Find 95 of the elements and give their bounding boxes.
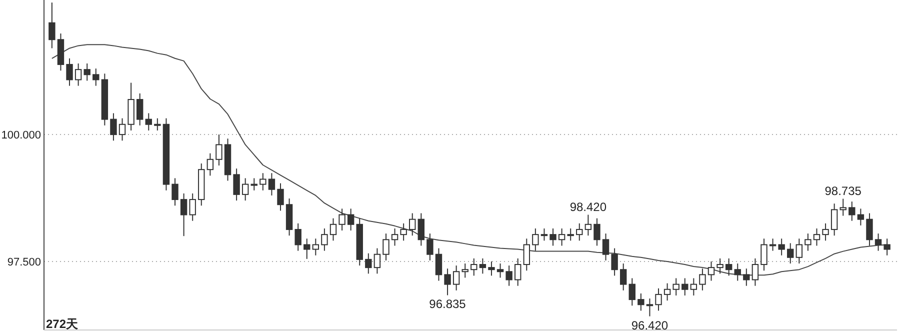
annotation: 96.835 — [429, 297, 466, 312]
candlestick — [672, 278, 680, 296]
candlestick — [92, 68, 100, 86]
candlestick — [74, 62, 82, 86]
candlestick — [638, 292, 644, 312]
candlestick — [206, 152, 214, 176]
candlestick — [250, 178, 258, 191]
candlestick — [760, 238, 768, 272]
candlestick — [48, 2, 56, 49]
annotation: 98.420 — [570, 200, 607, 214]
candlestick — [110, 112, 117, 142]
candlestick — [400, 222, 407, 242]
candlestick — [233, 168, 240, 202]
candlestick — [576, 222, 583, 242]
candlestick — [716, 258, 724, 274]
candlestick — [567, 228, 574, 242]
candlestick — [145, 112, 152, 131]
candlestick — [708, 260, 715, 282]
annotation: 98.735 — [824, 184, 862, 198]
candlestick — [514, 258, 522, 286]
candlestick — [725, 258, 732, 276]
candlestick — [479, 258, 486, 274]
candlestick — [338, 208, 346, 231]
candlestick — [699, 268, 706, 291]
candlestick — [866, 212, 873, 246]
candlestick — [620, 262, 627, 291]
candlestick — [848, 201, 856, 222]
candlestick — [330, 218, 337, 242]
candlestick — [365, 252, 372, 274]
candlestick — [347, 208, 354, 231]
candlestick — [550, 228, 556, 246]
candlestick — [180, 192, 188, 237]
candlestick — [628, 278, 636, 306]
candlestick — [426, 233, 434, 261]
candlestick — [66, 58, 73, 86]
candlestick — [532, 228, 539, 252]
candlestick — [312, 238, 320, 256]
candlestick — [118, 118, 126, 142]
y-tick-label: 100.000 — [1, 129, 41, 142]
candlestick — [418, 212, 425, 246]
candlestick — [136, 92, 144, 126]
annotation: 96.420 — [631, 318, 668, 332]
candlestick — [321, 228, 328, 252]
candlestick — [857, 208, 864, 226]
candlestick — [778, 238, 785, 256]
candlestick — [540, 228, 548, 242]
candlestick — [884, 238, 890, 256]
candlestick — [646, 298, 654, 317]
candlestick — [611, 248, 618, 276]
y-tick-label: 97.500 — [7, 256, 41, 268]
candlestick — [796, 238, 803, 264]
candlestick — [655, 288, 662, 312]
candlestick — [496, 262, 504, 278]
candlestick — [840, 198, 846, 216]
candlestick — [752, 258, 759, 286]
candlestick — [787, 242, 794, 264]
candlestick — [374, 248, 381, 274]
candlestick — [268, 172, 276, 196]
candlestick — [804, 233, 812, 252]
candlestick — [506, 265, 512, 286]
candlestick — [304, 238, 310, 260]
candlestick — [409, 212, 416, 236]
candlestick — [435, 248, 442, 282]
candlestick — [743, 268, 750, 286]
candlestick — [682, 278, 688, 296]
candlestick — [830, 203, 838, 236]
candlestick — [260, 172, 266, 191]
candlestick — [189, 192, 196, 222]
candlestick — [462, 262, 468, 278]
candlestick — [602, 233, 610, 261]
candlestick — [277, 182, 284, 212]
candlestick — [452, 265, 460, 291]
candlestick — [690, 278, 698, 296]
candlestick — [242, 178, 249, 202]
candlestick — [558, 228, 566, 246]
candlestick — [294, 222, 302, 252]
candlestick — [488, 260, 495, 276]
candlestick — [822, 222, 829, 242]
candlestick — [523, 238, 530, 272]
candlestick — [154, 118, 161, 131]
candlestick — [584, 214, 592, 236]
candlestick — [769, 238, 776, 252]
candlestick — [874, 233, 882, 252]
candlestick — [172, 178, 178, 206]
candlestick — [382, 233, 390, 261]
candlestick — [734, 262, 741, 282]
candlestick — [813, 228, 820, 246]
candlestick — [391, 228, 398, 246]
candlestick — [664, 282, 671, 302]
candlestick — [84, 62, 90, 82]
annotation: 272天 — [46, 317, 80, 331]
candlestick — [470, 258, 478, 276]
candlestick — [594, 218, 600, 246]
candlestick — [444, 268, 451, 296]
candlestick — [216, 134, 222, 166]
